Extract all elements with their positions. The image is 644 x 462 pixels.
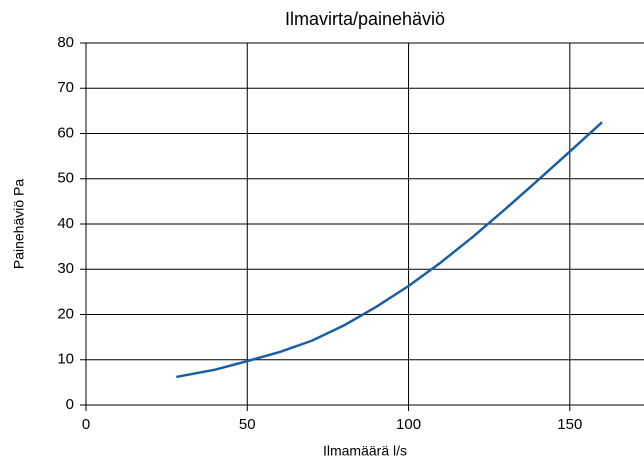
x-tick-label: 150 [557,416,582,433]
x-tick-label: 0 [82,416,90,433]
y-axis-label: Painehäviö Pa [11,179,27,270]
x-tick-label: 50 [239,416,256,433]
x-axis-label: Ilmamäärä l/s [323,443,407,459]
y-tick-label: 70 [57,79,74,96]
y-tick-label: 30 [57,260,74,277]
y-tick-label: 60 [57,124,74,141]
y-tick-label: 50 [57,170,74,187]
y-tick-label: 80 [57,34,74,51]
line [176,121,603,379]
y-tick-label: 20 [57,305,74,322]
y-tick-label: 0 [66,396,74,413]
x-tick-label: 100 [396,416,421,433]
y-tick-label: 10 [57,351,74,368]
y-tick-label: 40 [57,215,74,232]
chart-title: Ilmavirta/painehäviö [285,9,445,29]
